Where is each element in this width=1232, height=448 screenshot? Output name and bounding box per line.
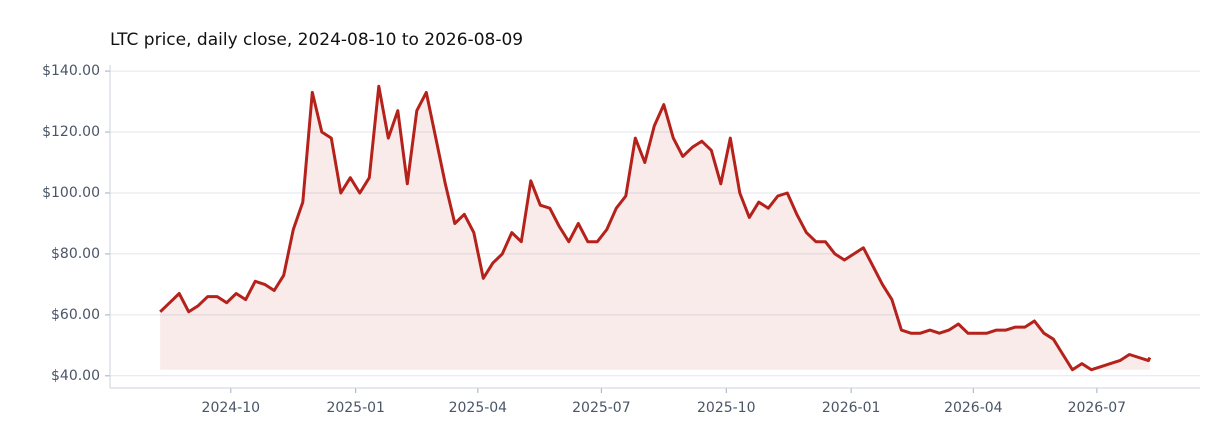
x-tick-label: 2025-04	[449, 400, 508, 416]
y-tick-label: $100.00	[42, 185, 100, 201]
price-line	[159, 84, 1152, 372]
x-tick-label: 2026-07	[1068, 400, 1127, 416]
x-tick-label: 2025-10	[697, 400, 756, 416]
area-fill	[160, 86, 1150, 370]
y-tick-label: $140.00	[42, 63, 100, 79]
x-tick-label: 2026-04	[944, 400, 1003, 416]
y-tick-label: $60.00	[51, 307, 100, 323]
x-tick-label: 2024-10	[202, 400, 261, 416]
y-tick-label: $80.00	[51, 246, 100, 262]
x-tick-label: 2025-01	[326, 400, 385, 416]
x-tick-label: 2025-07	[572, 400, 631, 416]
y-tick-label: $120.00	[42, 124, 100, 140]
chart-title: LTC price, daily close, 2024-08-10 to 20…	[110, 30, 523, 50]
y-tick-label: $40.00	[51, 368, 100, 384]
x-tick-label: 2026-01	[822, 400, 881, 416]
